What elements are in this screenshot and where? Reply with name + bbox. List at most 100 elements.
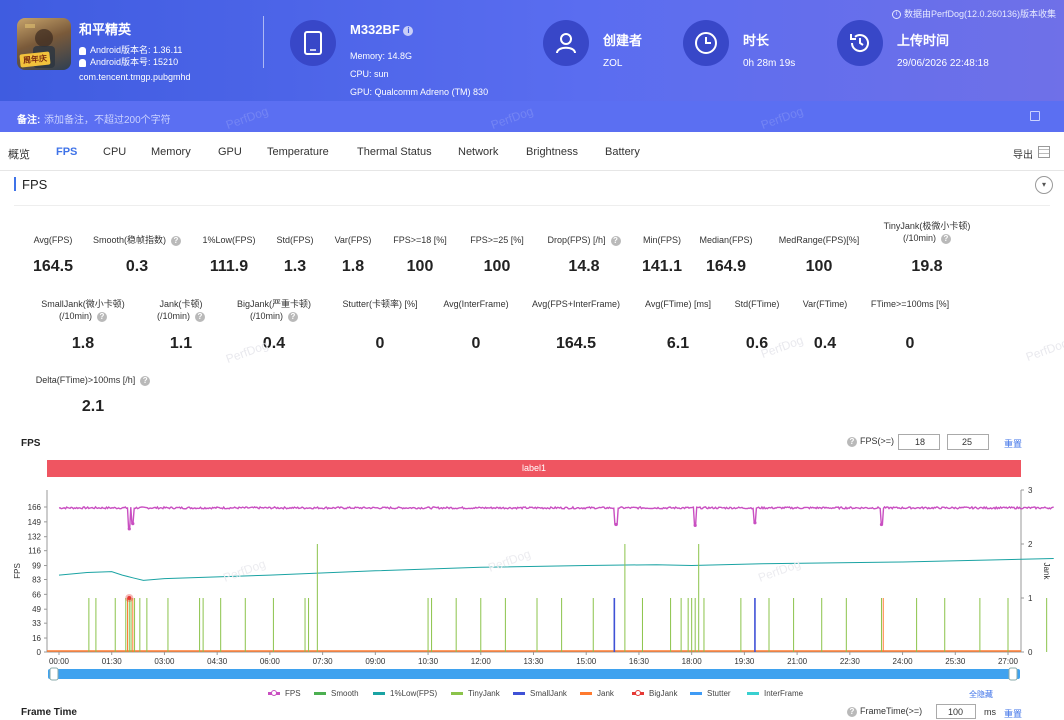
stat-label-text: Avg(FTime) [ms] [644, 299, 711, 309]
app-version-name: Android版本名: 1.36.11 [79, 43, 182, 56]
legend-item[interactable]: FPS [268, 689, 301, 698]
note-label: 备注: [17, 115, 41, 126]
device-memory: Memory: 14.8G [350, 51, 412, 61]
watermark: PerfDog [221, 557, 267, 585]
watermark: PerfDog [756, 557, 802, 585]
y2-tick-label: 2 [1028, 540, 1033, 549]
legend-swatch [580, 692, 592, 696]
legend-item[interactable]: SmallJank [513, 689, 567, 698]
help-icon[interactable]: ? [847, 706, 857, 717]
export-button[interactable]: 导出 [1013, 150, 1033, 161]
legend-label: 1%Low(FPS) [390, 689, 438, 698]
stat-label-text: FTime>=100ms [%] [870, 299, 950, 309]
info-circle-icon: i [891, 10, 901, 20]
help-icon[interactable]: ? [288, 311, 298, 322]
help-icon[interactable]: ? [941, 233, 951, 244]
fps-chart[interactable]: 0 16 33 49 66 83 99 116 132 149 166 0 1 2 3 FPS Jank 00:0… [0, 482, 1064, 682]
stat-value: 1.1 [169, 335, 193, 352]
help-icon[interactable]: ? [140, 375, 151, 386]
help-icon[interactable]: ? [610, 235, 621, 246]
memory-label: Memory: [350, 51, 386, 61]
note-input[interactable]: 添加备注，不超过200个字符 [44, 115, 171, 126]
tab-brightness[interactable]: Brightness [526, 146, 578, 158]
stat-label: Avg(FPS+InterFrame) [496, 298, 656, 310]
range-slider[interactable] [48, 669, 1020, 679]
stat-value: 100 [406, 258, 434, 275]
fps-reset-link[interactable]: 重置 [1004, 439, 1023, 449]
stat-label: Var(FTime) [745, 298, 905, 310]
help-icon[interactable]: ? [171, 235, 181, 246]
range-handle-right[interactable] [1008, 667, 1018, 681]
fps-threshold-label-text: FPS(>=) [860, 436, 895, 446]
x-tick-label: 19:30 [734, 657, 755, 666]
x-tick-label: 13:30 [523, 657, 544, 666]
edit-icon[interactable] [1030, 111, 1040, 121]
tab-overview[interactable]: 概览 [8, 149, 30, 161]
legend-item[interactable]: Jank [580, 689, 614, 698]
tab-fps[interactable]: FPS [56, 146, 78, 158]
range-handle-left[interactable] [49, 667, 59, 681]
stat-label: Var(FPS) [273, 234, 433, 246]
app-version-code: Android版本号: 15210 [79, 55, 178, 68]
frametime-threshold-label-text: FrameTime(>=) [860, 706, 923, 716]
help-icon[interactable]: ? [97, 311, 107, 322]
creator-value: ZOL [603, 58, 623, 69]
stat-label: FPS>=25 [%] [417, 234, 577, 246]
stat-label: FPS>=18 [%] [340, 234, 500, 246]
stat-label-text: MedRange(FPS)[%] [778, 235, 860, 245]
y2-axis-title: Jank [1042, 563, 1051, 581]
legend-label: TinyJank [468, 689, 500, 698]
export-table-icon[interactable] [1038, 146, 1050, 158]
version-name-value: 1.36.11 [153, 45, 183, 55]
tab-battery[interactable]: Battery [605, 146, 640, 158]
legend-item[interactable]: InterFrame [747, 689, 803, 698]
stat-label: TinyJank(极微小卡顿) (/10min)? [847, 220, 1007, 244]
x-tick-label: 06:00 [260, 657, 281, 666]
collapse-chevron-icon[interactable]: ▾ [1035, 176, 1053, 194]
y-tick-label: 149 [28, 518, 42, 527]
device-icon-circle [290, 20, 336, 66]
fps-chart-title: FPS [21, 438, 41, 449]
watermark: PerfDog [488, 103, 536, 133]
legend-label: SmallJank [530, 689, 567, 698]
info-icon[interactable]: i [403, 25, 414, 36]
stat-value: 0 [905, 335, 915, 352]
legend-item[interactable]: Stutter [690, 689, 731, 698]
legend-swatch [632, 690, 644, 697]
x-tick-label: 16:30 [629, 657, 650, 666]
fps-threshold-2-input[interactable]: 25 [947, 434, 989, 450]
stat-label-text: Min(FPS) [643, 235, 681, 245]
label-bar[interactable]: label1 [47, 460, 1021, 477]
user-icon [556, 33, 576, 54]
cpu-label: CPU: [350, 69, 372, 79]
stat-label: BigJank(严重卡顿) (/10min)? [194, 298, 354, 322]
fps-threshold-1-input[interactable]: 18 [898, 434, 940, 450]
hide-all-link[interactable]: 全隐藏 [969, 690, 993, 699]
tab-cpu[interactable]: CPU [103, 146, 127, 158]
legend-item[interactable]: BigJank [632, 689, 677, 698]
stat-label-text: Std(FTime) [734, 299, 780, 309]
watermark: PerfDog [1023, 335, 1064, 365]
stat-value: 1.8 [341, 258, 365, 275]
help-icon[interactable]: ? [847, 436, 857, 447]
x-tick-label: 00:00 [49, 657, 70, 666]
legend-item[interactable]: TinyJank [451, 689, 500, 698]
stat-label-text: Var(FTime) [802, 299, 848, 309]
tab-temperature[interactable]: Temperature [267, 146, 329, 158]
tab-gpu[interactable]: GPU [218, 146, 242, 158]
legend-swatch [690, 692, 702, 696]
collected-note-text: 数据由PerfDog(12.0.260136)版本收集 [903, 9, 1056, 19]
stat-label-text: Median(FPS) [699, 235, 753, 245]
legend-item[interactable]: Smooth [314, 689, 359, 698]
tab-network[interactable]: Network [458, 146, 499, 158]
help-icon[interactable]: ? [195, 311, 205, 322]
stat-value: 0.4 [813, 335, 837, 352]
legend-item[interactable]: 1%Low(FPS) [373, 689, 437, 698]
tab-memory[interactable]: Memory [151, 146, 191, 158]
memory-value: 14.8G [387, 51, 413, 61]
tab-thermal-status[interactable]: Thermal Status [357, 146, 432, 158]
frametime-reset-link[interactable]: 重置 [1004, 709, 1023, 719]
stat-label-text: Std(FPS) [276, 235, 314, 245]
note-bar: 备注: 添加备注，不超过200个字符 PerfDog PerfDog PerfD… [0, 101, 1064, 132]
frametime-threshold-input[interactable]: 100 [936, 704, 976, 719]
